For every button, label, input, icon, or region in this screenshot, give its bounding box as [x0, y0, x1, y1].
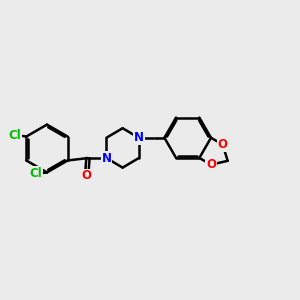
Text: N: N: [101, 152, 112, 165]
Text: N: N: [134, 131, 144, 144]
Text: Cl: Cl: [29, 167, 42, 180]
Text: Cl: Cl: [9, 129, 21, 142]
Text: O: O: [82, 169, 92, 182]
Text: O: O: [218, 138, 228, 151]
Text: O: O: [206, 158, 216, 171]
